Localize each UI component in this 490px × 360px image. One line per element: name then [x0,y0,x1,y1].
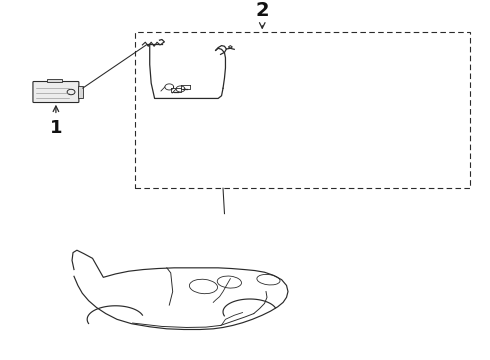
Text: 2: 2 [255,0,269,19]
Bar [78,86,83,98]
Text: 1: 1 [49,119,62,137]
Bar [135,32,470,188]
Bar [47,80,62,82]
FancyBboxPatch shape [33,81,79,103]
